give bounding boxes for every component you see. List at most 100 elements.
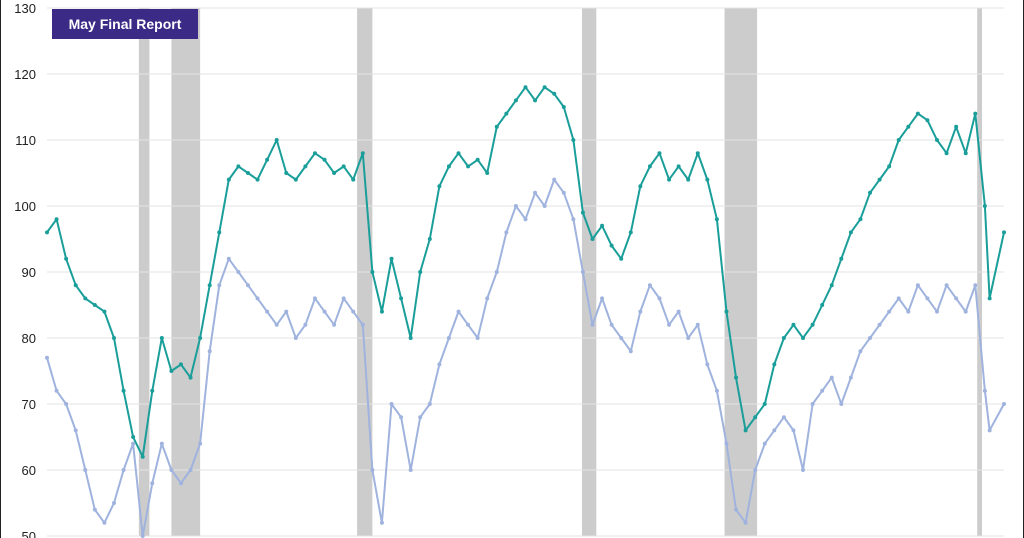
y-tick-label-100: 100 bbox=[14, 199, 36, 214]
series-2-point-87 bbox=[868, 336, 873, 340]
series-1-point-55 bbox=[561, 105, 566, 109]
series-1-point-59 bbox=[600, 223, 605, 228]
series-1-point-6 bbox=[92, 303, 97, 307]
series-1-point-45 bbox=[466, 164, 471, 169]
series-1-point-13 bbox=[159, 336, 164, 340]
series-1-point-75 bbox=[753, 415, 758, 420]
series-2-point-73 bbox=[734, 507, 739, 512]
series-1-point-74 bbox=[743, 428, 748, 433]
series-1-point-34 bbox=[360, 151, 365, 156]
series-1-point-101 bbox=[1002, 230, 1006, 235]
series-2-point-13 bbox=[159, 441, 164, 446]
series-2-point-45 bbox=[466, 322, 471, 327]
series-2-point-15 bbox=[178, 481, 183, 486]
series-2-point-30 bbox=[322, 309, 327, 314]
series-2-point-91 bbox=[906, 309, 911, 314]
series-2-point-28 bbox=[303, 322, 308, 327]
series-2-point-97 bbox=[963, 309, 968, 314]
series-1-point-37 bbox=[389, 256, 394, 261]
series-2-point-22 bbox=[245, 283, 250, 288]
series-2-point-48 bbox=[494, 270, 499, 274]
series-2-point-85 bbox=[848, 375, 853, 380]
series-2-point-40 bbox=[418, 415, 423, 420]
series-2-point-56 bbox=[571, 217, 576, 222]
series-2-point-32 bbox=[341, 296, 346, 301]
series-1-point-85 bbox=[848, 230, 853, 235]
series-2-point-41 bbox=[427, 402, 432, 406]
series-1-point-7 bbox=[102, 309, 107, 314]
series-1-point-61 bbox=[619, 256, 624, 261]
series-1-point-15 bbox=[178, 362, 183, 367]
series-2-point-11 bbox=[140, 534, 145, 538]
series-2-point-66 bbox=[667, 322, 672, 327]
series-1-point-88 bbox=[877, 177, 882, 182]
series-1-point-66 bbox=[667, 177, 672, 182]
series-2-point-52 bbox=[533, 190, 538, 195]
series-1-point-70 bbox=[705, 177, 710, 182]
series-1-point-67 bbox=[676, 164, 681, 169]
series-1-point-21 bbox=[236, 164, 241, 169]
series-2-point-69 bbox=[695, 322, 700, 327]
report-badge-label: May Final Report bbox=[69, 16, 182, 32]
series-2-point-78 bbox=[781, 415, 786, 420]
series-1-point-16 bbox=[188, 375, 193, 380]
series-1-point-49 bbox=[504, 111, 509, 116]
series-2-point-64 bbox=[647, 283, 652, 288]
series-1-point-91 bbox=[906, 124, 911, 129]
series-2-point-5 bbox=[83, 468, 88, 472]
series-1-point-57 bbox=[580, 210, 585, 215]
series-1-point-43 bbox=[446, 164, 451, 169]
series-1-point-78 bbox=[781, 336, 786, 340]
y-tick-label-120: 120 bbox=[14, 67, 36, 82]
series-2-point-88 bbox=[877, 322, 882, 327]
series-1-point-24 bbox=[265, 157, 270, 162]
series-2-point-89 bbox=[887, 309, 892, 314]
series-2-point-83 bbox=[829, 375, 834, 380]
series-2-point-36 bbox=[379, 520, 384, 525]
series-2-point-92 bbox=[915, 283, 920, 288]
series-2-point-43 bbox=[446, 336, 451, 340]
series-2-point-57 bbox=[580, 270, 585, 274]
series-2-point-4 bbox=[73, 428, 78, 433]
series-1-point-56 bbox=[571, 138, 576, 142]
series-2-point-2 bbox=[54, 388, 59, 393]
series-2-point-94 bbox=[935, 309, 940, 314]
series-2-point-81 bbox=[810, 402, 815, 406]
series-2-point-96 bbox=[954, 296, 959, 301]
series-2-point-82 bbox=[820, 388, 825, 393]
series-1-point-93 bbox=[925, 118, 930, 123]
y-tick-label-80: 80 bbox=[22, 331, 36, 346]
series-1-point-18 bbox=[207, 283, 212, 288]
series-1-point-41 bbox=[427, 237, 432, 241]
report-badge-background bbox=[52, 9, 198, 39]
series-2-point-42 bbox=[437, 362, 442, 367]
gridlines bbox=[47, 7, 1004, 537]
series-2-point-35 bbox=[370, 468, 375, 472]
series-2-point-12 bbox=[150, 481, 155, 486]
series-1-point-87 bbox=[868, 190, 873, 195]
series-2-point-54 bbox=[552, 177, 557, 182]
series-1-point-9 bbox=[121, 388, 126, 393]
series-2-point-37 bbox=[389, 402, 394, 406]
series-2-point-31 bbox=[332, 322, 337, 327]
series-2-point-95 bbox=[944, 283, 949, 288]
series-2-point-46 bbox=[475, 336, 480, 340]
series-2-point-58 bbox=[590, 322, 595, 327]
series-1-point-53 bbox=[542, 85, 547, 90]
series-2-point-63 bbox=[638, 309, 643, 314]
series-1-point-76 bbox=[762, 402, 767, 406]
series-1-point-77 bbox=[772, 362, 777, 367]
series-2-point-19 bbox=[217, 283, 222, 288]
series-1-point-48 bbox=[494, 124, 499, 129]
series-2-point-101 bbox=[1002, 402, 1006, 406]
series-1-point-25 bbox=[274, 138, 279, 142]
report-badge: May Final Report bbox=[52, 9, 198, 39]
series-2-point-84 bbox=[839, 402, 844, 406]
series-1-point-97 bbox=[963, 151, 968, 156]
series-2-point-70 bbox=[705, 362, 710, 367]
series-2-point-16 bbox=[188, 468, 193, 472]
series-1-point-81 bbox=[810, 322, 815, 327]
series-1-point-10 bbox=[131, 435, 136, 439]
y-axis-ticks: 50 60 70 80 90 100 110 120 130 bbox=[14, 1, 36, 538]
